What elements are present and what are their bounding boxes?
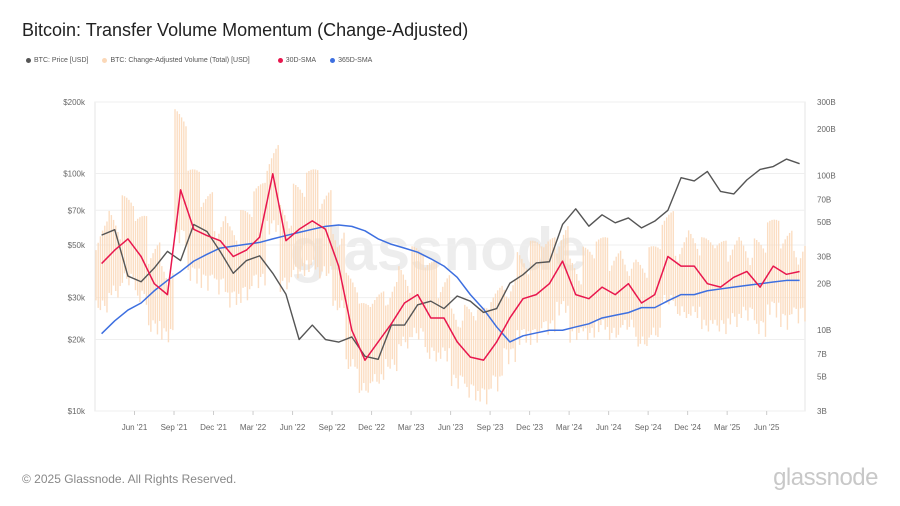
legend-label: BTC: Change-Adjusted Volume (Total) [USD… bbox=[110, 57, 250, 64]
x-tick-label: Mar '25 bbox=[714, 423, 741, 432]
brand-logo: glassnode bbox=[773, 464, 878, 491]
y-right-tick-label: 5B bbox=[817, 373, 827, 382]
legend-item-30d-sma[interactable]: 30D-SMA bbox=[277, 57, 317, 64]
legend-item-volume[interactable]: BTC: Change-Adjusted Volume (Total) [USD… bbox=[102, 57, 250, 64]
y-right-tick-label: 30B bbox=[817, 253, 831, 262]
x-tick-label: Sep '24 bbox=[635, 423, 662, 432]
legend-dot-icon bbox=[102, 57, 108, 63]
legend-item-365d-sma[interactable]: 365D-SMA bbox=[330, 57, 372, 64]
y-right-tick-label: 50B bbox=[817, 218, 831, 227]
y-left-tick-label: $200k bbox=[63, 98, 86, 107]
x-tick-label: Mar '23 bbox=[398, 423, 425, 432]
y-left-tick-label: $70k bbox=[68, 206, 86, 215]
sma30-line bbox=[101, 172, 800, 361]
x-tick-label: Jun '23 bbox=[438, 423, 464, 432]
x-tick-label: Mar '22 bbox=[240, 423, 267, 432]
copyright: © 2025 Glassnode. All Rights Reserved. bbox=[22, 472, 237, 486]
legend-label: BTC: Price [USD] bbox=[34, 57, 89, 64]
y-left-tick-label: $10k bbox=[68, 407, 86, 416]
x-tick-label: Jun '24 bbox=[596, 423, 622, 432]
legend-label: 30D-SMA bbox=[285, 57, 317, 64]
y-right-tick-label: 300B bbox=[817, 98, 836, 107]
legend-item-price[interactable]: BTC: Price [USD] bbox=[26, 57, 88, 64]
x-tick-label: Dec '22 bbox=[358, 423, 385, 432]
legend-dot-icon bbox=[26, 57, 31, 63]
x-tick-label: Dec '23 bbox=[516, 423, 543, 432]
y-right-tick-label: 70B bbox=[817, 196, 831, 205]
legend-dot-icon bbox=[277, 57, 283, 63]
x-tick-label: Dec '21 bbox=[200, 423, 227, 432]
y-right-tick-label: 7B bbox=[817, 350, 827, 359]
x-tick-label: Sep '22 bbox=[319, 423, 346, 432]
x-tick-label: Sep '23 bbox=[477, 423, 504, 432]
x-tick-label: Jun '25 bbox=[754, 423, 780, 432]
y-right-tick-label: 10B bbox=[817, 326, 831, 335]
y-right-tick-label: 200B bbox=[817, 125, 836, 134]
chart-title: Bitcoin: Transfer Volume Momentum (Chang… bbox=[22, 20, 469, 40]
legend: BTC: Price [USD] BTC: Change-Adjusted Vo… bbox=[26, 57, 372, 64]
price-line bbox=[101, 158, 800, 361]
x-tick-label: Sep '21 bbox=[161, 423, 188, 432]
y-left-tick-label: $20k bbox=[68, 336, 86, 345]
x-tick-label: Dec '24 bbox=[674, 423, 701, 432]
y-left-tick-label: $30k bbox=[68, 294, 86, 303]
legend-label: 365D-SMA bbox=[338, 57, 373, 64]
y-left-tick-label: $100k bbox=[63, 169, 86, 178]
y-right-tick-label: 3B bbox=[817, 407, 827, 416]
x-tick-label: Mar '24 bbox=[556, 423, 583, 432]
y-left-tick-label: $50k bbox=[68, 241, 86, 250]
x-tick-label: Jun '22 bbox=[280, 423, 306, 432]
legend-dot-icon bbox=[330, 57, 336, 63]
x-tick-label: Jun '21 bbox=[122, 423, 148, 432]
y-right-tick-label: 100B bbox=[817, 172, 836, 181]
y-right-tick-label: 20B bbox=[817, 280, 831, 289]
